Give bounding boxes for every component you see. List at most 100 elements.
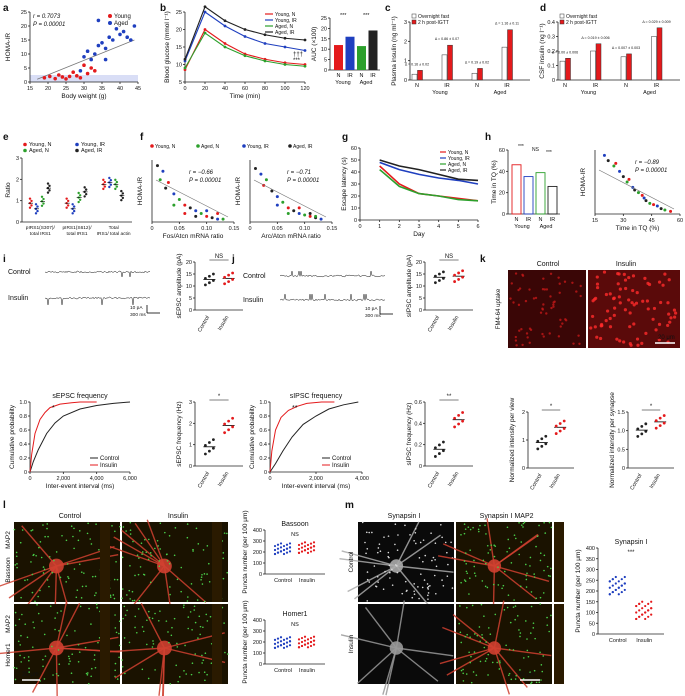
y-axis-title: HOMA-IR [5,33,12,61]
bar [523,176,534,215]
x-tick-label: 0.15 [327,226,338,232]
fluorescent-punctum [109,594,112,597]
fluorescent-punctum [419,541,422,544]
fluorescent-punctum [529,671,531,674]
fluorescent-punctum [113,597,116,600]
fluorescent-punctum [539,552,542,554]
fluorescent-punctum [19,654,21,657]
fluorescent-punctum [132,540,134,543]
fluorescent-punctum [426,583,429,585]
annot: Δ = 0.86 ± 0.07 [435,37,459,41]
dendrite [494,565,550,583]
fluorescent-punctum [413,590,415,593]
fluorescent-punctum [589,326,593,330]
data-point [297,551,301,554]
data-point [306,642,310,645]
data-point [279,546,283,549]
fluorescent-punctum [70,525,73,527]
fluorescent-punctum [186,600,189,602]
fluorescent-punctum [487,674,489,676]
fluorescent-punctum [206,573,208,575]
data-point [306,543,310,547]
fluorescent-punctum [549,575,551,578]
data-point [65,197,68,200]
y-axis-title: sEPSC frequency (Hz) [176,401,183,466]
fluorescent-punctum [532,622,535,624]
fluorescent-punctum [666,323,670,328]
fluorescent-punctum [190,673,193,676]
fluorescent-punctum [490,544,493,546]
fluorescent-punctum [618,301,622,305]
fluorescent-punctum [79,605,82,608]
data-point [644,429,648,433]
fluorescent-punctum [533,573,535,575]
data-point [461,269,464,273]
fluorescent-punctum [604,319,608,323]
fluorescent-punctum [114,675,116,678]
fluorescent-punctum [129,533,132,535]
scale-label: 20 μm [518,672,535,678]
data-point [264,178,268,182]
category-label: total IRS1 [66,231,87,237]
y-axis-title: Normalized intensity per view [509,397,516,482]
fluorescent-punctum [572,342,575,345]
fluorescent-punctum [52,674,54,676]
data-point [540,437,544,441]
data-point [297,543,301,547]
trace-label: Insulin [8,295,28,302]
x-tick-label: 0.10 [201,226,212,232]
data-point [273,552,277,556]
data-point [89,66,93,70]
fluorescent-punctum [95,523,97,525]
fluorescent-punctum [481,634,483,636]
data-point [166,181,170,185]
fluorescent-punctum [41,620,43,622]
fluorescent-punctum [608,316,612,321]
y-tick-label: 40 [351,170,357,176]
fluorescent-punctum [222,577,225,580]
y-tick-label: 1.0 [259,400,267,406]
fluorescent-punctum [522,522,525,525]
fluorescent-punctum [194,653,197,655]
fluorescent-punctum [661,283,665,287]
fluorescent-punctum [534,637,536,640]
fluorescent-punctum [608,325,613,329]
fluorescent-punctum [193,609,196,611]
data-point [158,178,162,182]
x-axis-title: Arc/Atcn mRNA ratio [261,233,321,240]
legend-entry: 2 h post-IGTT [418,20,449,26]
dendrite [146,519,166,567]
data-point [231,271,235,275]
fluorescent-punctum [418,597,420,600]
fluorescent-punctum [134,626,136,629]
fluorescent-punctum [31,591,34,594]
image-side-label: MAP2 [5,615,12,633]
data-point [562,419,566,423]
zoom-inset [212,604,222,684]
fluorescent-punctum [668,320,672,324]
fluorescent-punctum [541,288,545,291]
annot: * [550,404,553,410]
fluorescent-punctum [494,613,497,616]
y-tick-label: 2 [16,177,19,183]
legend-marker [75,142,79,147]
data-point [216,212,220,216]
fluorescent-punctum [539,559,542,562]
data-point [78,69,83,73]
fluorescent-punctum [382,588,385,591]
fluorescent-punctum [118,644,121,647]
fluorescent-punctum [48,585,50,588]
data-point [30,204,33,207]
y-tick-label: 1.0 [19,400,27,406]
fluorescent-punctum [427,594,429,597]
fluorescent-punctum [546,565,549,568]
fluorescent-punctum [371,531,373,534]
data-point [617,586,620,589]
x-tick-label: 30 [81,86,87,92]
micrograph-insulin [588,270,680,348]
fluorescent-punctum [550,526,553,529]
fluorescent-punctum [494,545,497,548]
fluorescent-punctum [15,555,18,558]
data-point [652,203,656,207]
fluorescent-punctum [415,542,417,545]
